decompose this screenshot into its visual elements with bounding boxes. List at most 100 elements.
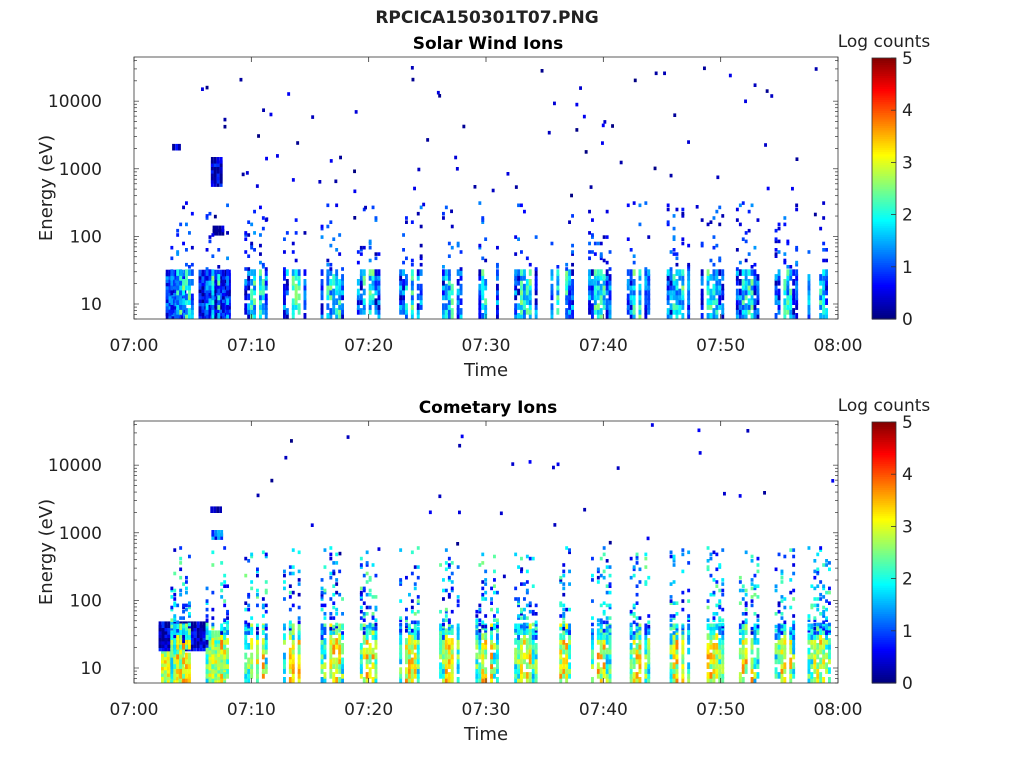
- data-cell: [520, 662, 523, 669]
- data-cell: [450, 298, 454, 305]
- colorbar-step: [872, 308, 896, 311]
- data-cell: [741, 303, 745, 310]
- data-cell: [188, 622, 191, 627]
- data-cell: [220, 662, 224, 669]
- data-cell: [792, 554, 796, 559]
- data-cell: [168, 273, 172, 280]
- data-cell: [819, 298, 823, 305]
- data-cell: [338, 551, 342, 556]
- data-cell: [335, 283, 339, 291]
- data-cell: [377, 303, 381, 310]
- data-cell: [718, 258, 722, 263]
- data-cell: [261, 647, 265, 655]
- data-cell: [718, 622, 722, 627]
- data-cell: [712, 590, 716, 595]
- data-cell: [377, 269, 381, 276]
- data-cell: [356, 250, 360, 254]
- data-cell: [678, 308, 682, 315]
- data-cell: [531, 647, 535, 655]
- data-cell: [744, 657, 748, 665]
- data-cell: [220, 631, 224, 635]
- data-cell: [813, 677, 817, 683]
- colorbar-step: [872, 171, 896, 174]
- data-cell: [320, 662, 324, 669]
- colorbar-tick-label: 5: [902, 413, 913, 433]
- data-cell: [462, 124, 466, 129]
- data-cell: [792, 623, 796, 631]
- data-cell: [323, 628, 327, 635]
- data-cell: [681, 303, 685, 310]
- data-cell: [368, 283, 372, 291]
- data-cell: [706, 279, 710, 286]
- data-cell: [741, 657, 745, 665]
- data-cell: [264, 552, 268, 557]
- data-cell: [413, 186, 416, 191]
- data-cell: [283, 313, 286, 319]
- colorbar-step: [872, 511, 896, 514]
- data-cell: [167, 641, 171, 648]
- colorbar-step: [872, 493, 896, 497]
- data-cell: [371, 205, 375, 210]
- data-cell: [750, 647, 754, 655]
- data-cell: [173, 616, 177, 620]
- data-cell: [672, 288, 676, 296]
- data-cell: [341, 274, 344, 281]
- data-cell: [520, 638, 523, 645]
- data-cell: [250, 626, 254, 631]
- data-cell: [481, 288, 485, 296]
- data-cell: [654, 71, 658, 76]
- data-cell: [185, 590, 188, 595]
- colorbar-step: [872, 517, 896, 521]
- data-cell: [559, 578, 563, 582]
- data-cell: [329, 571, 333, 576]
- data-cell: [589, 185, 593, 189]
- data-cell: [481, 586, 485, 591]
- data-cell: [256, 573, 259, 578]
- colorbar-step: [872, 500, 896, 504]
- data-cell: [484, 647, 488, 655]
- data-cell: [789, 631, 793, 635]
- data-cell: [416, 657, 420, 665]
- data-cell: [176, 657, 180, 665]
- data-cell: [565, 607, 569, 612]
- data-cell: [413, 623, 417, 631]
- data-cell: [478, 667, 482, 674]
- data-cell: [329, 267, 333, 271]
- data-cell: [227, 283, 231, 290]
- data-cell: [283, 573, 286, 578]
- data-cell: [332, 647, 336, 655]
- data-cell: [525, 308, 529, 315]
- data-cell: [644, 652, 648, 660]
- data-cell: [721, 662, 725, 669]
- x-axis: 07:00 07:10 07:20 07:30 07:40 07:50 08:00: [110, 57, 863, 356]
- data-cell: [534, 633, 538, 640]
- data-cell: [475, 652, 479, 660]
- data-cell: [416, 274, 420, 281]
- data-cell: [517, 237, 520, 241]
- data-cell: [626, 308, 630, 315]
- data-cell: [374, 643, 378, 650]
- colorbar-step: [872, 604, 896, 608]
- data-cell: [170, 624, 174, 629]
- data-cell: [496, 265, 499, 269]
- data-cell: [825, 563, 828, 567]
- data-cell: [635, 629, 639, 633]
- data-cell: [777, 239, 781, 244]
- data-cell: [405, 657, 408, 665]
- data-cell: [368, 667, 372, 674]
- data-cell: [514, 293, 518, 301]
- data-cell: [320, 652, 324, 660]
- data-cell: [669, 173, 673, 178]
- data-cell: [599, 647, 603, 655]
- data-cell: [599, 298, 603, 305]
- data-cell: [629, 575, 633, 580]
- data-cell: [190, 621, 194, 628]
- data-cell: [410, 599, 414, 603]
- data-cell: [602, 662, 606, 669]
- data-cell: [413, 620, 417, 625]
- data-cell: [341, 293, 344, 301]
- data-cell: [807, 283, 811, 291]
- data-cell: [359, 597, 363, 601]
- colorbar-step: [872, 535, 896, 538]
- data-cell: [439, 662, 442, 669]
